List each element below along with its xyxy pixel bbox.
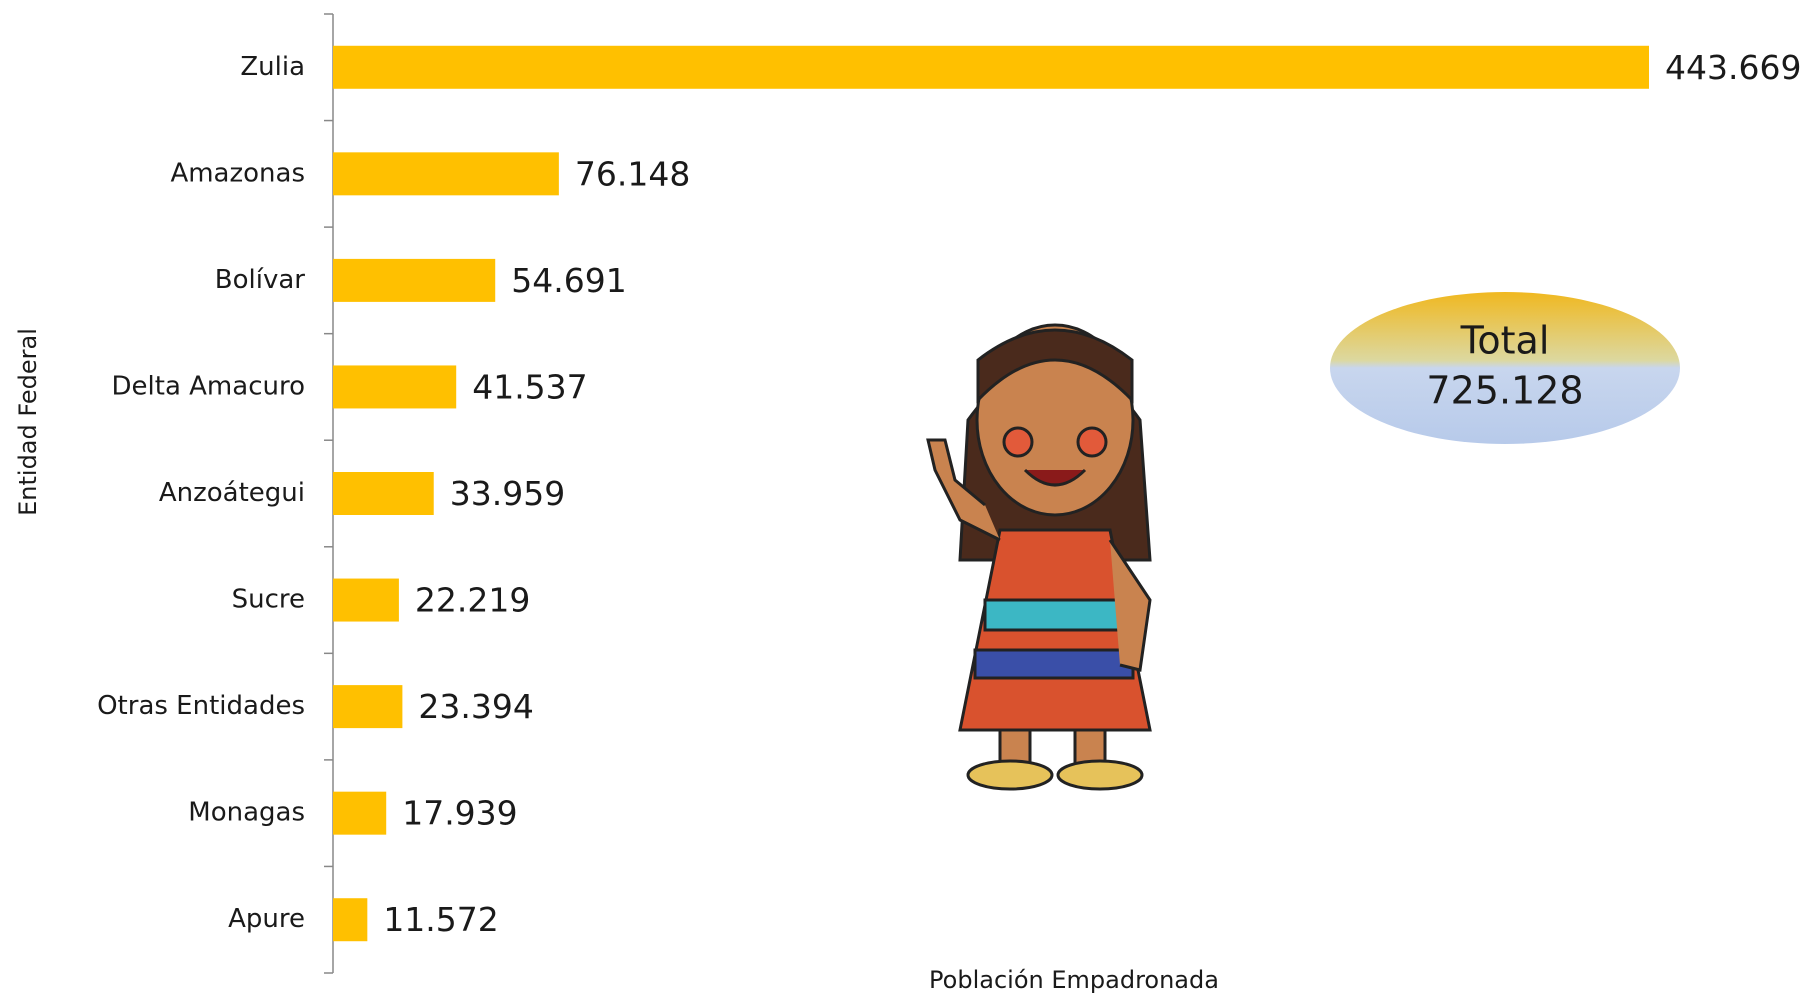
y-tick-label: Bolívar <box>215 265 306 295</box>
y-tick-label: Amazonas <box>170 158 305 188</box>
value-label: 23.394 <box>418 687 533 726</box>
y-tick-label: Monagas <box>188 798 305 828</box>
bar <box>333 898 368 942</box>
bar <box>333 365 457 409</box>
bar <box>333 472 434 515</box>
total-value: 725.128 <box>1426 369 1583 413</box>
y-tick-label: Sucre <box>232 585 305 615</box>
bar <box>333 578 399 622</box>
value-label: 54.691 <box>511 261 626 300</box>
y-tick-label: Apure <box>228 904 305 934</box>
value-label: 33.959 <box>450 474 565 513</box>
bar <box>333 45 1649 89</box>
total-title: Total <box>1460 319 1550 363</box>
bar <box>333 791 387 835</box>
illustration <box>926 323 1152 791</box>
y-tick-label: Anzoátegui <box>159 478 305 508</box>
bar <box>333 258 496 302</box>
value-label: 11.572 <box>383 900 498 939</box>
value-label: 41.537 <box>472 367 587 406</box>
value-label: 443.669 <box>1665 48 1801 87</box>
value-label: 17.939 <box>402 794 517 833</box>
y-tick-label: Zulia <box>240 52 305 82</box>
y-tick-label: Otras Entidades <box>97 691 305 721</box>
bar <box>333 685 403 729</box>
y-tick-label: Delta Amacuro <box>112 371 305 401</box>
y-axis-title: Entidad Federal <box>14 328 42 516</box>
x-axis-title: Población Empadronada <box>929 966 1219 994</box>
total-badge <box>1330 292 1680 444</box>
bar <box>333 152 559 196</box>
value-label: 22.219 <box>415 581 530 620</box>
value-label: 76.148 <box>575 154 690 193</box>
